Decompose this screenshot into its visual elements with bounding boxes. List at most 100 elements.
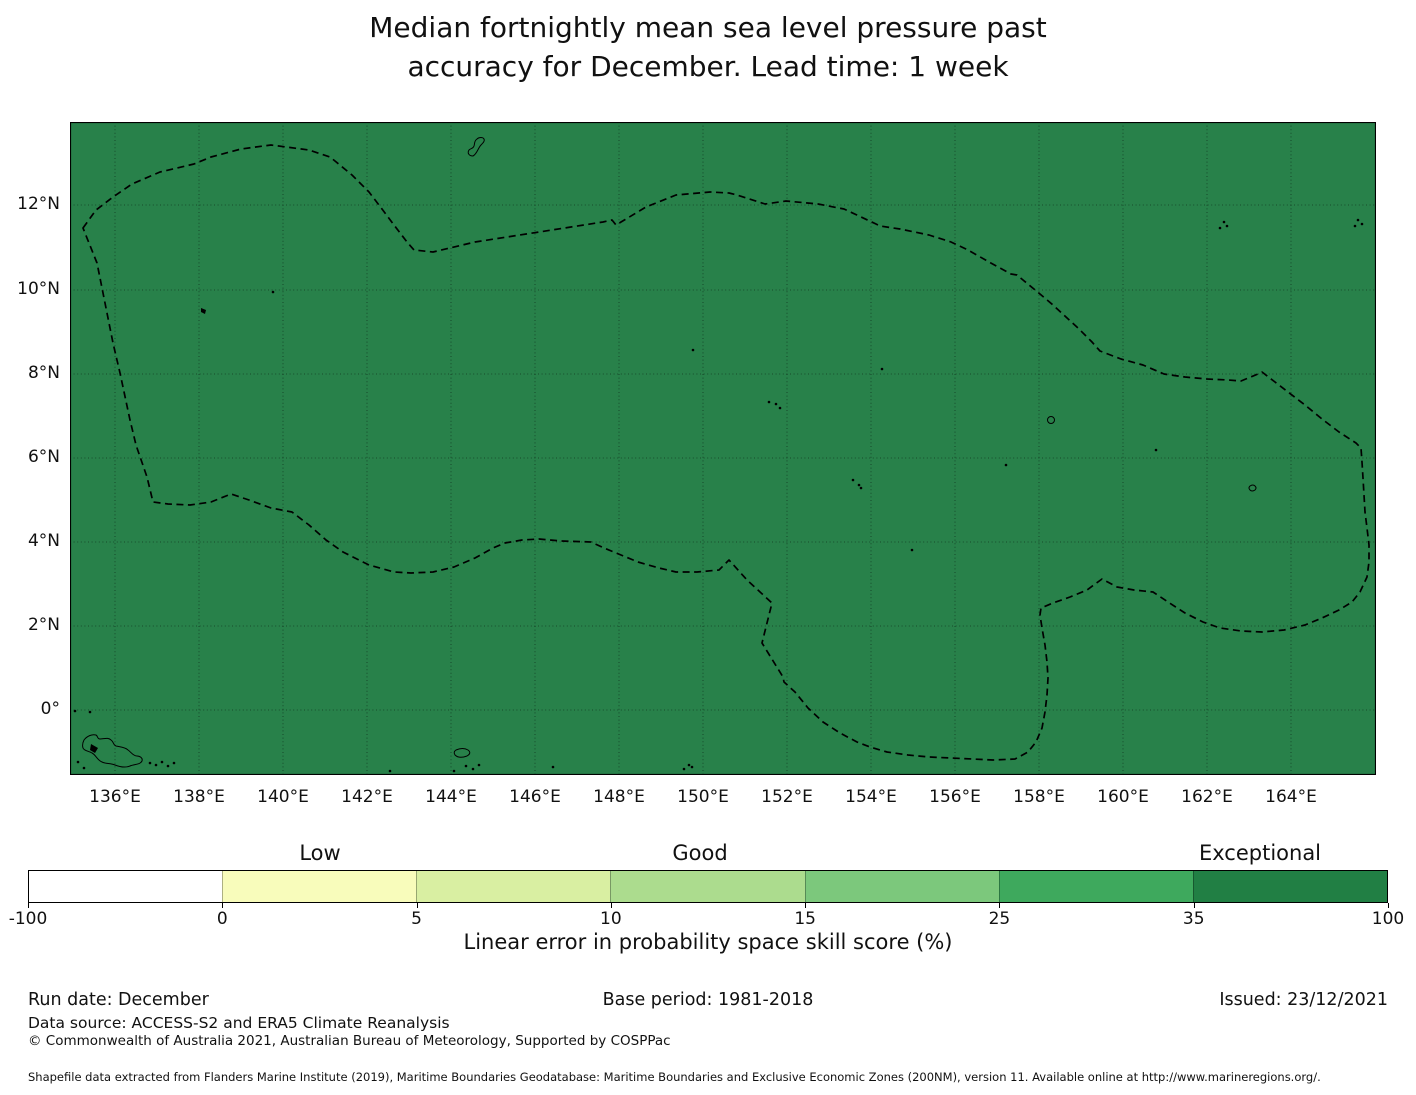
x-tick-label: 138°E (173, 787, 225, 807)
islet-speck (82, 766, 86, 770)
colorbar-tick-label: 25 (988, 909, 1011, 929)
colorbar-axis-label: Linear error in probability space skill … (463, 930, 953, 954)
islet-speck (1353, 224, 1357, 228)
y-tick-label: 12°N (17, 194, 60, 214)
islet-speck (452, 769, 456, 773)
islet-speck (1154, 448, 1158, 452)
shapefile-credit-text: Shapefile data extracted from Flanders M… (28, 1070, 1321, 1084)
yap-island-mark (201, 308, 206, 314)
run-date-text: Run date: December (28, 990, 209, 1010)
graticule-gridlines (70, 122, 1376, 775)
colorbar-segment (416, 871, 611, 902)
x-tick-label: 144°E (425, 787, 477, 807)
y-tick-label: 8°N (27, 363, 60, 383)
islet-speck (388, 769, 392, 773)
islet-speck (154, 763, 158, 767)
map-panel (69, 121, 1377, 776)
colorbar-tick-mark (1388, 903, 1389, 908)
colorbar (28, 870, 1388, 903)
island-coastlines (73, 137, 1364, 773)
y-tick-label: 6°N (27, 447, 60, 467)
islet-speck (551, 765, 555, 769)
colorbar-segment (610, 871, 805, 902)
x-tick-label: 148°E (593, 787, 645, 807)
islet-speck (774, 402, 778, 406)
x-tick-label: 160°E (1097, 787, 1149, 807)
islet-speck (271, 290, 275, 294)
x-tick-label: 154°E (845, 787, 897, 807)
colorbar-tick-mark (999, 903, 1001, 908)
islet-speck (1222, 220, 1226, 224)
colorbar-tick-mark (222, 903, 224, 908)
small-island-outline (453, 748, 471, 758)
kosrae-island-outline (1248, 484, 1257, 492)
islet-speck (477, 763, 481, 767)
islet-speck (1004, 463, 1008, 467)
x-tick-label: 142°E (341, 787, 393, 807)
y-tick-label: 4°N (27, 531, 60, 551)
page-title: Median fortnightly mean sea level pressu… (0, 8, 1416, 86)
islet-speck (859, 486, 863, 490)
colorbar-tick-label: 15 (794, 909, 816, 929)
colorbar-tick-label: 100 (1371, 909, 1405, 929)
x-tick-label: 152°E (761, 787, 813, 807)
copyright-text: © Commonwealth of Australia 2021, Austra… (28, 1033, 671, 1049)
colorbar-tick-mark (805, 903, 807, 908)
map-border (69, 121, 1377, 776)
islet-speck (682, 767, 686, 771)
map-canvas (69, 121, 1377, 776)
data-source-text: Data source: ACCESS-S2 and ERA5 Climate … (28, 1014, 450, 1032)
islet-speck (471, 767, 475, 771)
y-tick-label: 10°N (17, 279, 60, 299)
colorbar-segment (222, 871, 417, 902)
colorbar-tick-label: 0 (216, 909, 228, 929)
x-tick-label: 140°E (257, 787, 309, 807)
colorbar-tick-mark (1193, 903, 1195, 908)
islet-speck (73, 709, 77, 713)
colorbar-segment (29, 871, 223, 902)
x-tick-label: 162°E (1181, 787, 1233, 807)
islet-speck (172, 761, 176, 765)
islet-speck (76, 760, 80, 764)
islet-speck (857, 483, 861, 487)
islet-speck (166, 764, 170, 768)
islet-speck (910, 548, 914, 552)
issued-date-text: Issued: 23/12/2021 (1219, 990, 1388, 1010)
guam-island-outline (467, 137, 485, 157)
colorbar-category-label: Good (672, 841, 728, 865)
atoll-ring-outline (1047, 416, 1055, 424)
colorbar-tick-mark (416, 903, 418, 908)
colorbar-category-label: Exceptional (1198, 841, 1322, 865)
colorbar-segment (804, 871, 999, 902)
islet-speck (148, 761, 152, 765)
y-tick-label: 0° (40, 699, 60, 719)
colorbar-category-label: Low (299, 841, 341, 865)
title-line-2: accuracy for December. Lead time: 1 week (407, 50, 1009, 83)
manus-island-outline (82, 734, 143, 768)
islet-speck (687, 763, 691, 767)
islet-speck (1360, 222, 1364, 226)
islet-speck (690, 765, 694, 769)
sea-fill (70, 122, 1376, 775)
islet-speck (88, 710, 92, 714)
colorbar-tick-mark (28, 903, 29, 908)
islet-speck (767, 400, 771, 404)
eez-dashed-boundary (82, 144, 1370, 761)
x-tick-label: 150°E (677, 787, 729, 807)
island-specks (73, 218, 1364, 773)
x-tick-label: 136°E (89, 787, 141, 807)
x-tick-label: 158°E (1013, 787, 1065, 807)
islet-speck (1225, 224, 1229, 228)
islet-speck (160, 760, 164, 764)
manus-west-bay (90, 744, 98, 753)
colorbar-tick-label: 5 (411, 909, 422, 929)
islet-speck (880, 367, 884, 371)
x-tick-label: 156°E (929, 787, 981, 807)
islet-speck (1356, 218, 1360, 222)
title-line-1: Median fortnightly mean sea level pressu… (369, 11, 1047, 44)
islet-speck (778, 406, 782, 410)
islet-speck (691, 348, 695, 352)
colorbar-tick-label: 35 (1182, 909, 1205, 929)
islet-speck (1218, 226, 1222, 230)
